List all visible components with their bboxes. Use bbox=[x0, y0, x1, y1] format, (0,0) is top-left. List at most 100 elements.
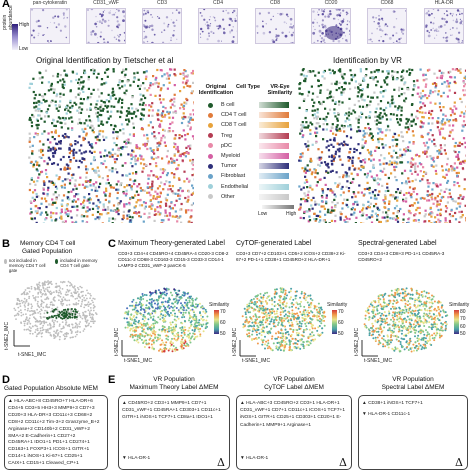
marker-label: HLA-DR bbox=[434, 0, 454, 6]
legend-header-cell-type: Cell Type bbox=[235, 84, 261, 90]
legend-label: Tumor bbox=[221, 163, 237, 170]
included-dot bbox=[55, 259, 59, 264]
panel-b-y-axis: t-SNE2_IMC bbox=[4, 321, 10, 350]
delta-icon: Δ bbox=[455, 456, 463, 469]
similarity-colorbar-label: Similarity bbox=[209, 302, 230, 308]
legend-row: Fibroblast bbox=[208, 171, 300, 181]
abundance-scale bbox=[12, 24, 18, 50]
colorbar-tick: 70 bbox=[460, 316, 466, 323]
panel-e-up-markers: ▲ CD38+1 iNOS+1 TCF7+1 bbox=[362, 401, 423, 406]
legend-row: CD8 T cell bbox=[208, 120, 300, 130]
legend-dot bbox=[208, 122, 213, 128]
legend-header-original: Original Identification bbox=[198, 84, 234, 96]
legend-label: Treg bbox=[221, 132, 233, 139]
legend-label: Endothelial bbox=[221, 183, 249, 190]
panel-b-x-axis: t-SNE1_IMC bbox=[18, 352, 47, 358]
colorbar-tick: 60 bbox=[338, 320, 344, 326]
colorbar-tick: 50 bbox=[338, 331, 344, 337]
panel-label-c: C bbox=[108, 238, 116, 250]
panel-d-line: ▲ HLA-ABC+8 CD45RO+7 HLA-DR+6 bbox=[8, 399, 93, 404]
abundance-low-label: Low bbox=[19, 46, 29, 52]
cell-type-legend: B cell CD4 T cell CD8 T cell Treg pDC Myeloid… bbox=[208, 100, 300, 202]
marker-thumbnail bbox=[255, 8, 295, 44]
panel-c-markers: CD3+3 CD7+2 CD103+1 CD5+2 ICOS+2 CD38+2 … bbox=[236, 251, 346, 262]
panel-label-d: D bbox=[2, 374, 10, 386]
marker-thumbnail bbox=[311, 8, 351, 44]
not-included-label: not included in memory CD4 T cell gate bbox=[8, 258, 46, 273]
not-included-dot bbox=[4, 259, 7, 264]
vr-identification-title: Identification by VR bbox=[333, 56, 402, 65]
panel-b-legend: not included in memory CD4 T cell gate i… bbox=[4, 258, 104, 273]
legend-swatch bbox=[259, 112, 289, 119]
panel-c-y-axis: t-SNE2_IMC bbox=[354, 327, 360, 356]
panel-c-title: CyTOF-generated Label bbox=[236, 240, 312, 247]
similarity-low-label: Low bbox=[258, 211, 268, 217]
similarity-colorbar bbox=[214, 310, 219, 334]
similarity-high-label: High bbox=[286, 211, 297, 217]
legend-row: Other bbox=[208, 192, 300, 202]
colorbar-tick: 80 bbox=[460, 309, 466, 315]
panel-d-line: CD4+5 CD3+5 HH3+3 MMP9+3 CD7+3 bbox=[8, 405, 95, 411]
similarity-colorbar bbox=[454, 310, 459, 334]
panel-e-title-1: VR Population bbox=[273, 376, 315, 383]
legend-dot bbox=[208, 102, 213, 108]
marker-thumbnail bbox=[142, 8, 182, 44]
panel-c-tsne-plot bbox=[361, 287, 449, 357]
panel-d-line: SMA+2 E-Cadherin+1 CD27+2 bbox=[8, 433, 76, 439]
colorbar-tick: 70 bbox=[338, 309, 344, 315]
panel-c-x-axis: t-SNE1_IMC bbox=[242, 358, 271, 364]
panel-e-title-1: VR Population bbox=[392, 376, 434, 383]
panel-d-marker-list: ▲ HLA-ABC+8 CD45RO+7 HLA-DR+6 CD4+5 CD3+5… bbox=[8, 399, 100, 468]
abundance-high-label: High bbox=[19, 22, 30, 28]
legend-label: B cell bbox=[221, 102, 235, 109]
delta-icon: Δ bbox=[217, 456, 225, 469]
legend-row: pDC bbox=[208, 141, 300, 151]
legend-label: CD4 T cell bbox=[221, 112, 247, 119]
legend-row: Endothelial bbox=[208, 182, 300, 192]
panel-label-b: B bbox=[2, 238, 10, 250]
panel-c-y-axis: t-SNE2_IMC bbox=[232, 327, 238, 356]
marker-thumbnail bbox=[424, 8, 464, 44]
legend-label: pDC bbox=[221, 142, 233, 149]
legend-swatch bbox=[259, 163, 289, 170]
legend-swatch bbox=[259, 102, 289, 109]
legend-swatch bbox=[259, 142, 289, 149]
panel-c-title: Spectral-generated Label bbox=[358, 240, 437, 247]
legend-swatch bbox=[259, 183, 289, 190]
legend-swatch bbox=[259, 173, 289, 180]
colorbar-tick: 70 bbox=[220, 309, 226, 315]
panel-e-down-markers: ▼ HLA-DR-1 bbox=[122, 456, 151, 461]
panel-label-e: E bbox=[108, 374, 116, 386]
abundance-axis-label: protein abundance bbox=[2, 5, 14, 30]
panel-d-box: ▲ HLA-ABC+8 CD45RO+7 HLA-DR+6 CD4+5 CD3+5… bbox=[4, 395, 108, 470]
panel-b-title: Memory CD4 T cell bbox=[20, 240, 76, 247]
legend-swatch bbox=[259, 193, 289, 200]
colorbar-tick: 60 bbox=[460, 323, 466, 330]
legend-dot bbox=[208, 173, 213, 179]
original-identification-title: Original Identification by Tietscher et … bbox=[36, 56, 174, 65]
legend-dot bbox=[208, 184, 213, 190]
marker-thumbnail bbox=[367, 8, 407, 44]
panel-e-down-markers: ▼ HLA-DR-1 bbox=[240, 456, 269, 461]
panel-b-subtitle: Gated Population bbox=[22, 248, 73, 255]
legend-label: Other bbox=[221, 193, 235, 200]
legend-label: Fibroblast bbox=[221, 173, 246, 180]
panel-c-y-axis: t-SNE2_IMC bbox=[114, 327, 120, 356]
marker-thumbnail bbox=[198, 8, 238, 44]
panel-e-title-2: Maximum Theory Label ΔMEM bbox=[129, 384, 219, 391]
panel-e-title-1: VR Population bbox=[153, 376, 195, 383]
vr-tissue-map bbox=[298, 68, 466, 223]
marker-thumbnail bbox=[86, 8, 126, 44]
panel-c-markers: CD3+3 CD4+4 CD45RO+4 CD45RA-4 CD20-3 CD8… bbox=[118, 251, 229, 268]
legend-row: CD4 T cell bbox=[208, 110, 300, 120]
legend-label: CD8 T cell bbox=[221, 122, 247, 129]
panel-d-line: CAIX+1 CD15+1 Cleaved_CP+1 bbox=[8, 461, 79, 467]
panel-e-title-2: CyTOF Label ΔMEM bbox=[264, 384, 324, 391]
panel-c-tsne-plot bbox=[239, 287, 327, 357]
legend-label: Myeloid bbox=[221, 153, 240, 160]
panel-e-box: ▲ HLA-ABC+3 CD45RO+2 CD3+1 HLA-DR+1 CD31… bbox=[236, 395, 352, 470]
marker-label: CD3 bbox=[156, 0, 167, 6]
legend-dot bbox=[208, 112, 213, 118]
panel-c-tsne-plot bbox=[121, 287, 209, 357]
legend-dot bbox=[208, 194, 213, 200]
